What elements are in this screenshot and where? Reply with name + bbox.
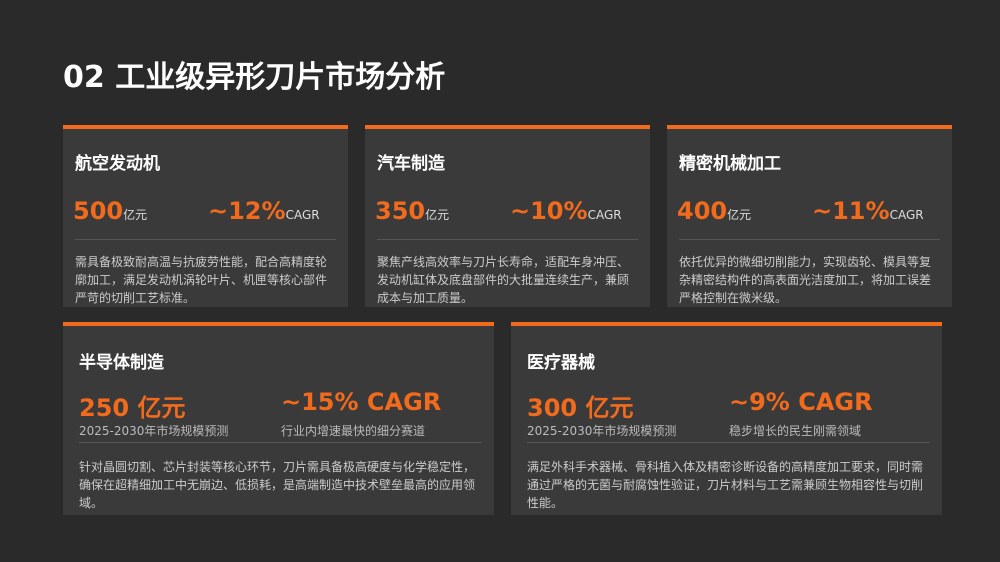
market-card: 航空发动机 500亿元 ~12%CAGR 需具备极致耐高温与抗疲劳性能，配合高精度轮廓… [63, 125, 348, 307]
market-card: 汽车制造 350亿元 ~10%CAGR 聚焦产线高效率与刀片长寿命，适配车身冲压、发动… [365, 125, 650, 307]
growth-value: ~12% [208, 197, 286, 225]
card-description: 针对晶圆切割、芯片封装等核心环节，刀片需具备极高硬度与化学稳定性，确保在超精细加… [79, 460, 476, 510]
growth-rate: ~11%CAGR [812, 197, 924, 225]
growth-rate: ~10%CAGR [510, 197, 622, 225]
card-title: 汽车制造 [377, 154, 445, 174]
market-size: 350亿元 [375, 197, 449, 225]
growth-note: 行业内增速最快的细分赛道 [281, 424, 426, 438]
market-value: 400 [677, 197, 728, 225]
market-value: 500 [73, 197, 124, 225]
card-description: 满足外科手术器械、骨科植入体及精密诊断设备的高精度加工要求，同时需通过严格的无菌… [527, 460, 924, 510]
growth-note: 稳步增长的民生刚需领域 [729, 424, 862, 438]
market-value: 300 亿元 [527, 394, 634, 422]
market-card: 精密机械加工 400亿元 ~11%CAGR 依托优异的微细切削能力，实现齿轮、模具等复… [667, 125, 952, 307]
market-note: 2025-2030年市场规模预测 [79, 424, 229, 438]
divider [79, 442, 482, 443]
market-note: 2025-2030年市场规模预测 [527, 424, 677, 438]
growth-rate: ~12%CAGR [208, 197, 320, 225]
growth-value: ~15% CAGR [281, 388, 442, 416]
divider [679, 239, 940, 240]
market-card: 医疗器械 300 亿元 2025-2030年市场规模预测 ~9% CAGR 稳步增长的民… [511, 322, 942, 515]
card-title: 医疗器械 [527, 353, 595, 373]
market-size: 500亿元 [73, 197, 147, 225]
growth-value: ~11% [812, 197, 890, 225]
growth-unit: CAGR [587, 208, 622, 222]
card-description: 依托优异的微细切削能力，实现齿轮、模具等复杂精密结构件的高表面光洁度加工，将加工… [679, 255, 932, 305]
market-card: 半导体制造 250 亿元 2025-2030年市场规模预测 ~15% CAGR 行业内增… [63, 322, 494, 515]
growth-unit: CAGR [285, 208, 320, 222]
growth-value: ~9% CAGR [729, 388, 873, 416]
market-unit: 亿元 [425, 208, 450, 222]
card-description: 需具备极致耐高温与抗疲劳性能，配合高精度轮廓加工，满足发动机涡轮叶片、机匣等核心… [75, 255, 328, 305]
market-unit: 亿元 [123, 208, 148, 222]
market-value: 250 亿元 [79, 394, 186, 422]
market-unit: 亿元 [727, 208, 752, 222]
market-size: 400亿元 [677, 197, 751, 225]
card-title: 精密机械加工 [679, 154, 781, 174]
divider [527, 442, 930, 443]
slide-title: 02 工业级异形刀片市场分析 [63, 60, 446, 95]
market-value: 350 [375, 197, 426, 225]
card-description: 聚焦产线高效率与刀片长寿命，适配车身冲压、发动机缸体及底盘部件的大批量连续生产，… [377, 255, 630, 305]
divider [75, 239, 336, 240]
growth-value: ~10% [510, 197, 588, 225]
divider [377, 239, 638, 240]
card-title: 航空发动机 [75, 154, 160, 174]
card-title: 半导体制造 [79, 353, 164, 373]
growth-unit: CAGR [889, 208, 924, 222]
